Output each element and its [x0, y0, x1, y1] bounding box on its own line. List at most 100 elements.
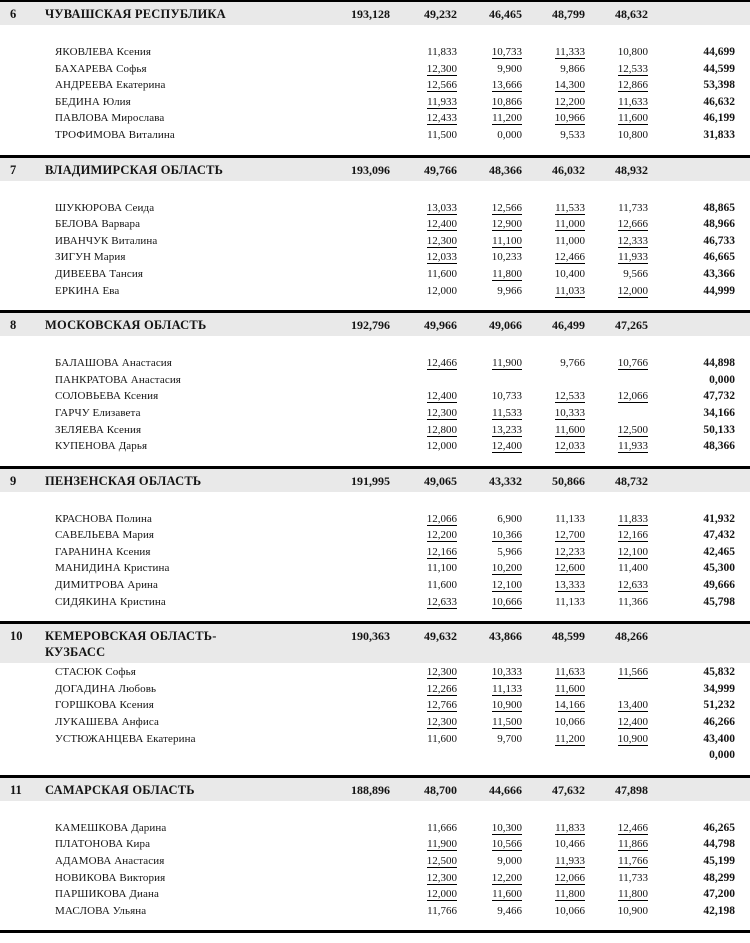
- team-total: 190,363: [351, 629, 390, 644]
- apparatus-score: 5,966: [497, 545, 522, 558]
- athlete-name: АНДРЕЕВА Екатерина: [55, 79, 166, 92]
- athlete-row: ЗИГУН Мария 12,033 10,233 12,466 11,933 …: [0, 251, 750, 268]
- athlete-rows: КРАСНОВА Полина 12,066 6,900 11,133 11,8…: [0, 513, 750, 613]
- apparatus-score: 14,300: [554, 79, 585, 93]
- athlete-total: 34,166: [703, 406, 735, 419]
- athlete-name: СТАСЮК Софья: [55, 666, 136, 679]
- team-apparatus-score: 50,866: [552, 473, 585, 488]
- athlete-row: КАМЕШКОВА Дарина 11,666 10,300 11,833 12…: [0, 822, 750, 839]
- athlete-name: ПАНКРАТОВА Анастасия: [55, 373, 181, 386]
- apparatus-score-cell: 9,466: [457, 905, 522, 917]
- apparatus-score: 9,866: [560, 62, 585, 75]
- athlete-name: САВЕЛЬЕВА Мария: [55, 529, 155, 542]
- apparatus-score-cell: [390, 749, 457, 761]
- team-apparatus-score: 48,799: [552, 7, 585, 21]
- apparatus-score: 13,400: [617, 699, 648, 713]
- apparatus-score: 11,600: [427, 267, 457, 280]
- apparatus-score-cell: 11,800: [457, 268, 522, 281]
- athlete-name: БАЛАШОВА Анастасия: [55, 357, 172, 370]
- athlete-row: СИДЯКИНА Кристина 12,633 10,666 11,133 1…: [0, 596, 750, 613]
- athlete-name: ДИМИТРОВА Арина: [55, 579, 159, 592]
- athlete-total: 46,632: [703, 95, 735, 108]
- apparatus-score: 10,366: [491, 529, 522, 543]
- apparatus-score: 11,533: [492, 406, 522, 420]
- apparatus-score: 12,000: [617, 284, 648, 298]
- apparatus-score: 11,766: [618, 855, 648, 868]
- team-apparatus-score: 49,766: [424, 162, 457, 177]
- apparatus-score-cell: 12,633: [585, 579, 648, 593]
- apparatus-score-cell: [457, 749, 522, 761]
- apparatus-score-cell: 11,933: [585, 251, 648, 265]
- apparatus-score-cell: 11,933: [390, 96, 457, 109]
- apparatus-score: 10,333: [554, 406, 585, 420]
- apparatus-score-cell: 11,000: [522, 218, 585, 232]
- apparatus-score-cell: 12,566: [457, 202, 522, 215]
- athlete-name: БЕЛОВА Варвара: [55, 218, 141, 231]
- apparatus-score-cell: 12,666: [585, 218, 648, 232]
- apparatus-score: 12,166: [617, 529, 648, 543]
- team-apparatus-score: 46,032: [552, 162, 585, 177]
- apparatus-score: 10,400: [554, 267, 585, 280]
- apparatus-score: 12,566: [491, 201, 522, 215]
- apparatus-score-cell: 11,500: [390, 129, 457, 141]
- apparatus-score-cell: 11,800: [522, 888, 585, 902]
- apparatus-score-cell: 11,900: [390, 838, 457, 852]
- apparatus-score: 11,800: [555, 888, 585, 902]
- athlete-name: СИДЯКИНА Кристина: [55, 595, 166, 608]
- apparatus-score: 10,966: [554, 112, 585, 126]
- athlete-name: АДАМОВА Анастасия: [55, 855, 165, 867]
- athlete-name: МАНИДИНА Кристина: [55, 562, 170, 575]
- apparatus-score: 12,400: [426, 390, 457, 404]
- apparatus-score-cell: 10,766: [585, 357, 648, 371]
- team-total: 191,995: [351, 473, 390, 488]
- apparatus-score: 12,866: [617, 79, 648, 93]
- apparatus-score-cell: 11,533: [457, 407, 522, 420]
- athlete-total: 46,199: [703, 112, 735, 125]
- apparatus-score: 11,400: [618, 562, 648, 575]
- team-apparatus-score: 49,066: [489, 318, 522, 333]
- apparatus-score-cell: 13,333: [522, 579, 585, 593]
- apparatus-score-cell: 12,433: [390, 112, 457, 126]
- apparatus-score: 12,000: [426, 284, 457, 297]
- apparatus-score-cell: [390, 374, 457, 386]
- athlete-total: 46,265: [703, 821, 735, 834]
- team-row: 7 ВЛАДИМИРСКАЯ ОБЛАСТЬ 193,096 49,766 48…: [0, 157, 750, 181]
- apparatus-score-cell: 11,733: [585, 872, 648, 884]
- apparatus-score: 10,733: [491, 390, 522, 403]
- team-apparatus-score: 49,232: [424, 7, 457, 21]
- apparatus-score-cell: 10,733: [457, 390, 522, 402]
- apparatus-score-cell: [585, 374, 648, 386]
- apparatus-score: 11,200: [492, 112, 522, 126]
- apparatus-score: 12,266: [426, 682, 457, 696]
- apparatus-score-cell: 12,200: [457, 872, 522, 885]
- team-rank: 6: [10, 7, 17, 21]
- apparatus-score-cell: 11,733: [585, 202, 648, 214]
- athlete-row: БАЛАШОВА Анастасия 12,466 11,900 9,766 1…: [0, 357, 750, 374]
- athlete-name: ПАВЛОВА Мирослава: [55, 112, 165, 125]
- apparatus-score: 12,300: [426, 62, 457, 76]
- team-total: 188,896: [351, 782, 390, 797]
- apparatus-score-cell: 11,200: [522, 733, 585, 746]
- apparatus-score: 12,500: [426, 855, 457, 868]
- section-gap: [0, 336, 750, 357]
- apparatus-score: 11,133: [492, 682, 522, 696]
- apparatus-score: 12,400: [426, 218, 457, 232]
- athlete-name: КУПЕНОВА Дарья: [55, 440, 148, 453]
- apparatus-score-cell: 11,600: [390, 733, 457, 745]
- team-name: ЧУВАШСКАЯ РЕСПУБЛИКА: [45, 7, 226, 21]
- apparatus-score-cell: 10,333: [457, 666, 522, 680]
- apparatus-score-cell: 10,866: [457, 96, 522, 109]
- athlete-total: 44,898: [703, 357, 735, 370]
- athlete-name: ИВАНЧУК Виталина: [55, 234, 158, 247]
- athlete-row: ПАНКРАТОВА Анастасия 0,000: [0, 374, 750, 391]
- apparatus-score: 12,700: [554, 529, 585, 543]
- team-total: 193,096: [351, 162, 390, 177]
- athlete-name: ДИВЕЕВА Тансия: [55, 267, 144, 280]
- team-section: 10 КЕМЕРОВСКАЯ ОБЛАСТЬ- КУЗБАСС 190,363 …: [0, 621, 750, 775]
- team-name: ВЛАДИМИРСКАЯ ОБЛАСТЬ: [45, 162, 224, 177]
- apparatus-score-cell: 12,000: [585, 285, 648, 298]
- team-apparatus-score: 49,065: [424, 473, 457, 488]
- athlete-name: ЗЕЛЯЕВА Ксения: [55, 423, 142, 436]
- apparatus-score-cell: 12,633: [390, 596, 457, 609]
